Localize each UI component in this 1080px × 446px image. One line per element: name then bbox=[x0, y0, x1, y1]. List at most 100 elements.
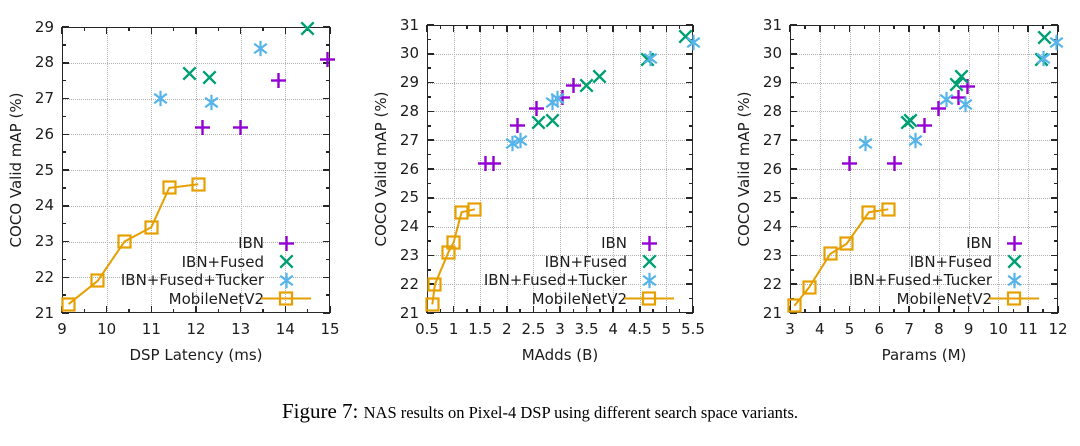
y-axis-tick bbox=[790, 81, 797, 84]
data-point-mobilenetv2 bbox=[823, 246, 838, 262]
x-axis-tick bbox=[612, 25, 614, 32]
x-axis-tick bbox=[329, 27, 331, 34]
x-axis-tick bbox=[652, 309, 654, 313]
y-axis-tick bbox=[790, 312, 797, 314]
plot-area-border bbox=[62, 27, 330, 313]
x-axis-tick bbox=[479, 306, 481, 313]
y-tick-label: 22 bbox=[399, 274, 419, 293]
x-axis-tick bbox=[284, 306, 287, 313]
x-axis-tick bbox=[923, 25, 925, 29]
y-tick-label: 27 bbox=[762, 130, 782, 149]
data-point-ibn bbox=[486, 155, 501, 171]
gridline-horizontal bbox=[62, 170, 330, 171]
x-tick-label: 10 bbox=[97, 320, 117, 338]
y-axis-tick bbox=[1054, 67, 1058, 69]
gridline-horizontal bbox=[427, 284, 693, 286]
x-axis-tick bbox=[938, 306, 940, 313]
data-point-mobilenetv2 bbox=[839, 236, 854, 251]
data-point-ibn-fused-tucker bbox=[1049, 34, 1064, 50]
y-axis-tick bbox=[1054, 153, 1058, 156]
y-axis-tick bbox=[790, 53, 797, 55]
y-axis-tick bbox=[1051, 110, 1058, 113]
x-axis-tick bbox=[492, 309, 495, 313]
y-tick-label: 28 bbox=[399, 101, 419, 120]
y-axis-tick bbox=[427, 81, 434, 84]
data-point-ibn bbox=[931, 101, 947, 117]
legend-marker-asterisk-icon bbox=[642, 272, 656, 288]
y-tick-label: 24 bbox=[34, 196, 54, 215]
y-axis-tick bbox=[323, 312, 330, 314]
y-axis-tick bbox=[323, 97, 330, 100]
x-axis-tick bbox=[997, 306, 1000, 313]
data-point-ibn-fused-tucker bbox=[1036, 50, 1051, 66]
y-tick-label: 25 bbox=[399, 188, 419, 207]
y-axis-tick bbox=[427, 96, 431, 98]
gridline-horizontal bbox=[790, 111, 1058, 113]
y-axis-tick bbox=[326, 115, 330, 118]
y-axis-tick bbox=[323, 240, 330, 243]
y-axis-tick bbox=[686, 197, 693, 199]
x-axis-tick bbox=[559, 306, 561, 313]
x-axis-tick bbox=[953, 25, 955, 29]
x-tick-label: 12 bbox=[1048, 320, 1068, 338]
data-point-ibn bbox=[565, 77, 581, 93]
data-point-ibn-fused-tucker bbox=[505, 135, 520, 151]
y-axis-tick bbox=[427, 254, 434, 257]
x-axis-tick bbox=[105, 306, 108, 313]
gridline-horizontal bbox=[62, 205, 330, 207]
y-axis-tick bbox=[790, 168, 797, 170]
caption-text: NAS results on Pixel-4 DSP using differe… bbox=[363, 403, 799, 422]
y-axis-tick bbox=[427, 225, 434, 228]
x-tick-label: 9 bbox=[57, 320, 67, 338]
x-axis-tick bbox=[545, 309, 548, 313]
x-axis-tick bbox=[612, 306, 614, 313]
data-point-ibn-fused bbox=[592, 69, 607, 84]
x-tick-label: 8 bbox=[934, 320, 944, 338]
data-point-mobilenetv2 bbox=[191, 177, 206, 192]
y-axis-tick bbox=[1054, 211, 1058, 213]
x-axis-tick bbox=[105, 27, 108, 34]
caption-label: Figure 7: bbox=[281, 399, 364, 423]
x-tick-label: 3 bbox=[785, 320, 795, 338]
x-axis-tick bbox=[559, 25, 561, 32]
legend-label: MobileNetV2 bbox=[531, 289, 627, 308]
y-axis-tick bbox=[427, 211, 431, 213]
plot-area-border bbox=[427, 25, 693, 313]
y-axis-tick bbox=[1051, 81, 1058, 84]
legend-marker-plus-icon bbox=[1006, 235, 1022, 251]
data-point-ibn bbox=[233, 119, 249, 135]
y-axis-tick bbox=[427, 168, 434, 170]
y-axis-tick bbox=[62, 79, 66, 82]
x-axis-tick bbox=[938, 25, 940, 32]
y-tick-label: 29 bbox=[762, 73, 782, 92]
x-axis-tick bbox=[452, 306, 455, 313]
gridline-horizontal bbox=[62, 134, 330, 136]
data-point-ibn bbox=[950, 89, 966, 105]
x-axis-tick bbox=[1027, 25, 1029, 32]
y-axis-tick bbox=[323, 62, 330, 64]
y-axis-label: COCO Valid mAP (%) bbox=[735, 91, 753, 247]
x-axis-label: Params (M) bbox=[881, 346, 967, 364]
y-tick-label: 24 bbox=[762, 217, 782, 236]
y-axis-tick bbox=[427, 139, 434, 141]
gridline-horizontal bbox=[62, 241, 330, 243]
data-point-ibn-fused-tucker bbox=[858, 135, 873, 151]
data-point-mobilenetv2 bbox=[861, 205, 877, 220]
x-axis-tick bbox=[953, 309, 955, 313]
y-axis-tick bbox=[427, 153, 431, 156]
y-axis-tick bbox=[689, 153, 693, 156]
x-tick-label: 11 bbox=[141, 320, 161, 338]
x-tick-label: 1.5 bbox=[468, 320, 493, 338]
y-tick-label: 31 bbox=[762, 15, 782, 34]
y-axis-tick bbox=[427, 312, 434, 314]
x-axis-tick bbox=[439, 25, 442, 29]
data-point-ibn-fused-tucker bbox=[908, 132, 923, 148]
y-axis-tick bbox=[62, 97, 69, 100]
legend-label: IBN+Fused+Tucker bbox=[483, 271, 627, 289]
legend-marker-x-icon bbox=[278, 254, 294, 269]
series-line-mobilenetv2 bbox=[793, 208, 889, 307]
y-axis-tick bbox=[1054, 125, 1058, 127]
